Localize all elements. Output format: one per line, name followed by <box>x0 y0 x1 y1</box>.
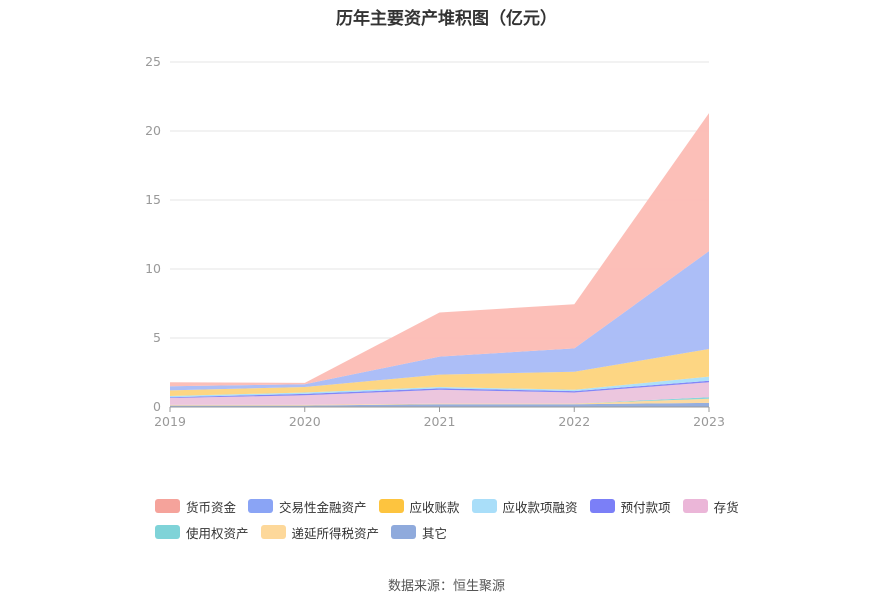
area-series-0 <box>170 402 709 407</box>
y-tick-label: 10 <box>145 261 161 276</box>
y-tick-label: 25 <box>145 54 161 69</box>
legend-label: 使用权资产 <box>186 525 249 541</box>
legend-swatch <box>682 499 708 513</box>
y-tick-label: 15 <box>145 192 161 207</box>
legend-row: 使用权资产 递延所得税资产 其它 <box>155 522 795 542</box>
area-series-1 <box>170 398 709 406</box>
legend-swatch <box>155 525 180 539</box>
x-tick-label: 2023 <box>693 414 725 429</box>
legend-item[interactable]: 预付款项 <box>589 497 671 516</box>
legend-label: 递延所得税资产 <box>291 525 380 541</box>
legend: 货币资金 交易性金融资产 应收账款 应收款项融资 预付款项 存货使用权资产 递延所得税资产 其… <box>155 496 795 548</box>
axes: 0 5 10 15 20 25 2019 2020 2021 2022 2023 <box>145 54 725 429</box>
y-tick-label: 5 <box>153 330 161 345</box>
legend-item[interactable]: 递延所得税资产 <box>260 523 380 542</box>
legend-swatch <box>248 499 274 513</box>
legend-item[interactable]: 交易性金融资产 <box>248 497 367 516</box>
y-tick-label: 0 <box>153 399 161 414</box>
area-series-3 <box>170 382 709 405</box>
legend-item[interactable]: 应收款项融资 <box>471 497 578 516</box>
area-series-6 <box>170 349 709 396</box>
area-series-4 <box>170 380 709 398</box>
legend-swatch <box>155 499 180 513</box>
legend-swatch <box>260 525 286 539</box>
legend-swatch <box>471 499 497 513</box>
x-tick-label: 2021 <box>424 414 456 429</box>
legend-item[interactable]: 使用权资产 <box>155 523 249 542</box>
area-series-8 <box>170 113 709 387</box>
legend-label: 货币资金 <box>186 499 237 515</box>
legend-item[interactable]: 其它 <box>391 523 447 542</box>
legend-row: 货币资金 交易性金融资产 应收账款 应收款项融资 预付款项 存货 <box>155 496 795 516</box>
legend-label: 预付款项 <box>620 499 671 515</box>
area-series-5 <box>170 376 709 398</box>
x-tick-label: 2019 <box>154 414 186 429</box>
chart-title: 历年主要资产堆积图（亿元） <box>336 9 557 29</box>
x-tick-label: 2022 <box>558 414 590 429</box>
legend-label: 应收款项融资 <box>502 499 578 515</box>
area-series-7 <box>170 251 709 391</box>
legend-item[interactable]: 应收账款 <box>378 497 460 516</box>
x-tick-label: 2020 <box>289 414 321 429</box>
legend-label: 交易性金融资产 <box>279 499 367 515</box>
legend-swatch <box>391 525 417 539</box>
legend-label: 其它 <box>422 525 448 541</box>
legend-item[interactable]: 存货 <box>682 497 739 516</box>
y-tick-label: 20 <box>145 123 161 138</box>
legend-label: 应收账款 <box>409 499 460 515</box>
legend-swatch <box>378 499 404 513</box>
legend-item[interactable]: 货币资金 <box>155 497 236 516</box>
data-source-note: 数据来源：恒生聚源 <box>387 579 505 594</box>
legend-swatch <box>589 499 615 513</box>
stacked-areas <box>170 113 709 407</box>
legend-label: 存货 <box>713 499 739 515</box>
